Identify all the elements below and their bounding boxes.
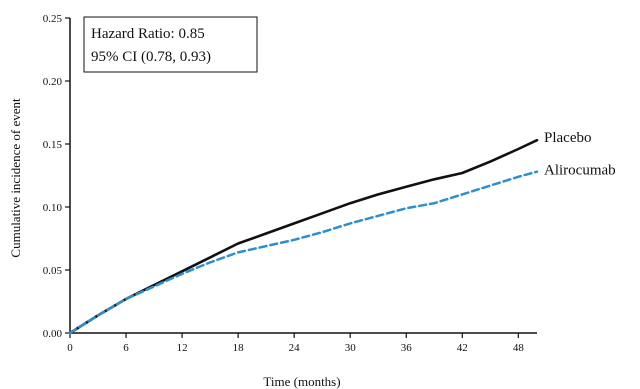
x-tick-label: 0 <box>67 342 73 354</box>
x-tick-label: 24 <box>289 342 301 354</box>
x-tick-label: 42 <box>457 342 468 354</box>
y-axis-title: Cumulative incidence of event <box>8 98 23 258</box>
x-tick-label: 36 <box>401 342 413 354</box>
x-axis-title: Time (months) <box>263 374 340 389</box>
x-tick-label: 48 <box>513 342 525 354</box>
y-tick-label: 0.05 <box>43 265 63 277</box>
series-label-alirocumab: Alirocumab <box>544 163 616 179</box>
x-tick-label: 12 <box>177 342 188 354</box>
x-tick-label: 30 <box>345 342 357 354</box>
y-tick-label: 0.15 <box>43 139 63 151</box>
y-tick-label: 0.20 <box>43 76 63 88</box>
x-tick-label: 18 <box>233 342 245 354</box>
y-tick-label: 0.00 <box>43 328 63 340</box>
y-tick-label: 0.10 <box>43 202 63 214</box>
series-label-placebo: Placebo <box>544 130 591 146</box>
series-line-alirocumab <box>68 170 539 335</box>
y-tick-label: 0.25 <box>43 13 63 25</box>
x-tick-label: 6 <box>123 342 129 354</box>
hazard-ratio-text: Hazard Ratio: 0.85 <box>91 26 205 42</box>
series-layer: Placebo Alirocumab <box>68 130 616 335</box>
axes: 0.00 0.05 0.10 0.15 0.20 0.25 0 6 12 18 24 30 36 42 48 <box>43 13 537 354</box>
hazard-ratio-box: Hazard Ratio: 0.85 95% CI (0.78, 0.93) <box>83 16 258 73</box>
confidence-interval-text: 95% CI (0.78, 0.93) <box>91 49 211 65</box>
